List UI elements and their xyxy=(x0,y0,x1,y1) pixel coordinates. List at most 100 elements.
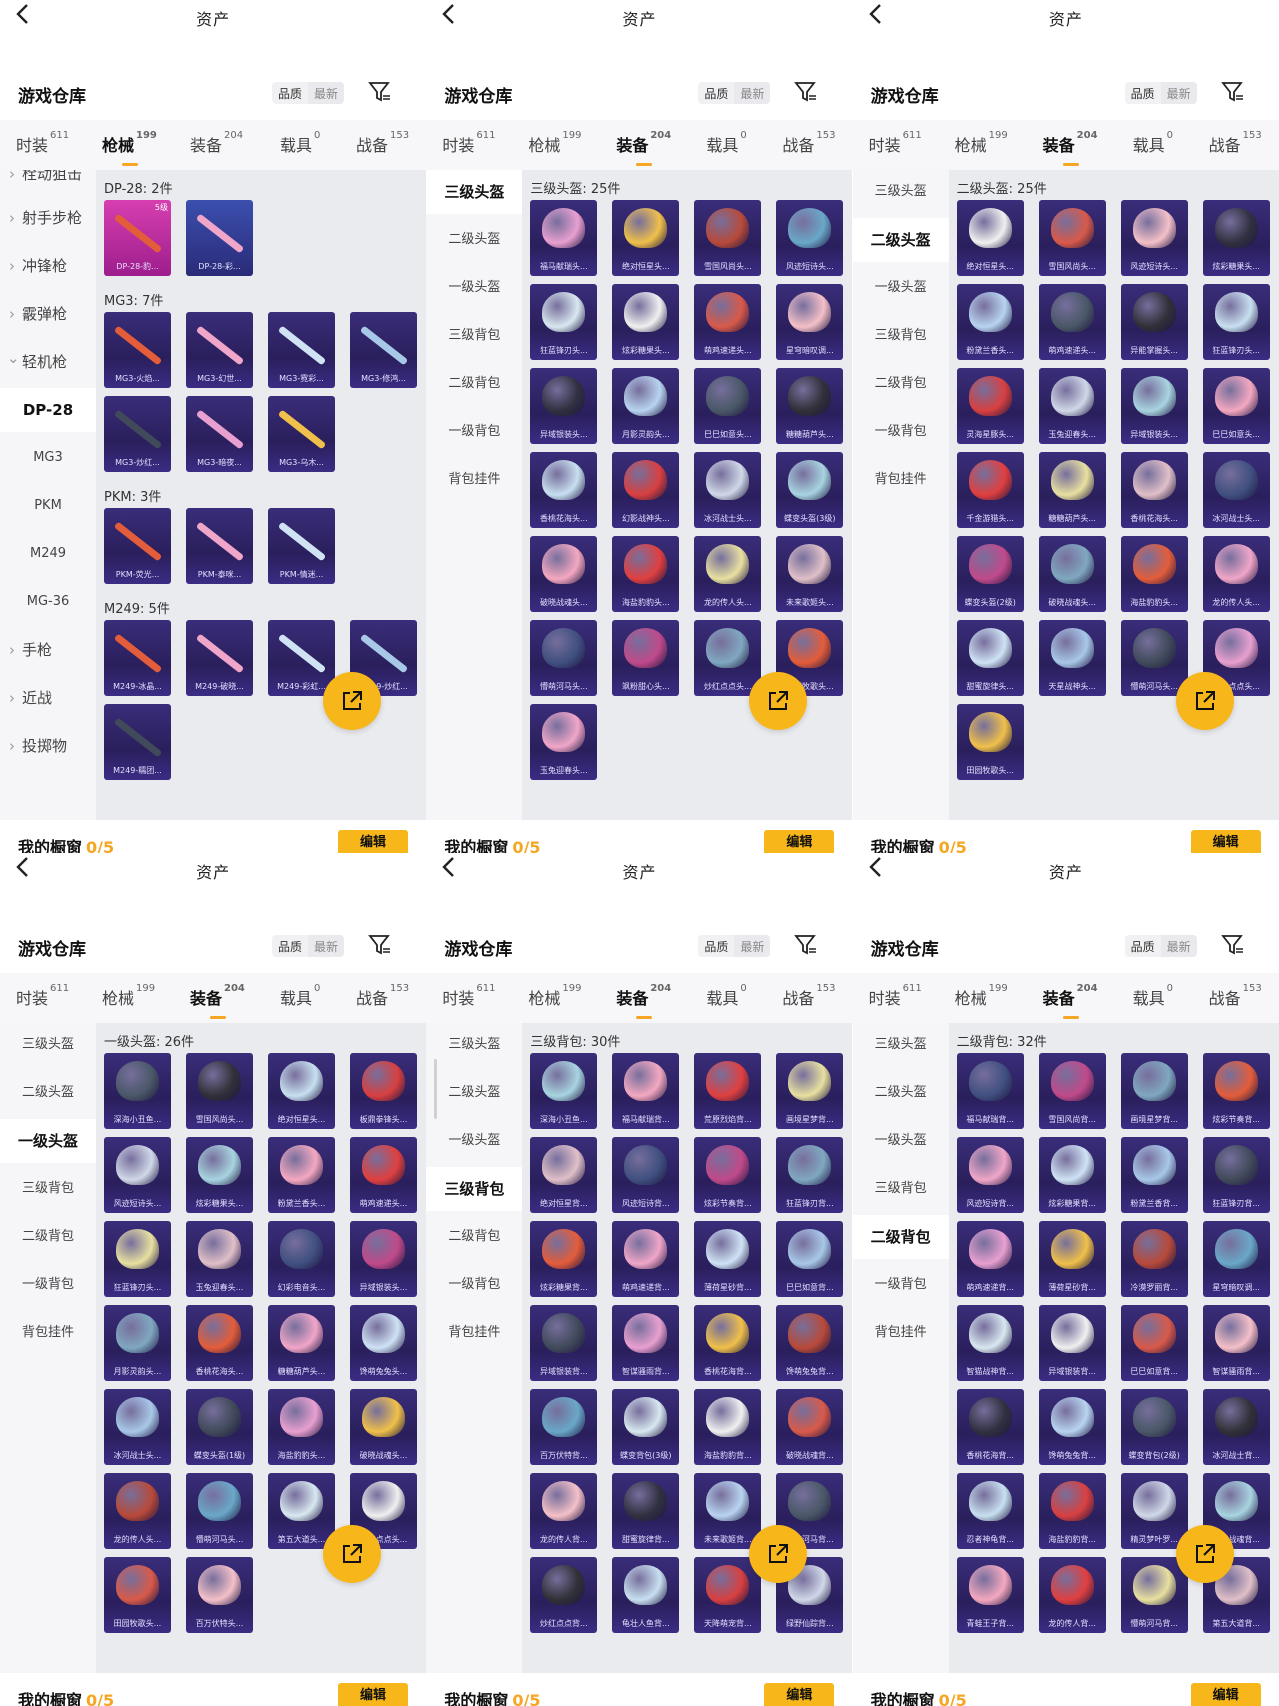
tab-1[interactable]: 枪械199 xyxy=(102,983,155,1009)
item-card[interactable]: 田园牧歌头... xyxy=(104,1557,171,1633)
item-card[interactable]: 破晓战魂头... xyxy=(530,536,598,612)
item-card[interactable]: 香桃花海头... xyxy=(186,1305,253,1381)
sidebar-item[interactable]: 二级头盔 xyxy=(21,1085,74,1100)
sidebar-item[interactable]: 二级背包 xyxy=(448,1229,501,1244)
sort-quality-button[interactable]: 品质 xyxy=(1130,940,1155,954)
item-card[interactable]: 龙的传人背... xyxy=(1038,1557,1106,1633)
tab-1[interactable]: 枪械199 xyxy=(528,983,581,1009)
item-card[interactable]: 萌鸡速递头... xyxy=(350,1137,417,1213)
item-card[interactable]: 懵萌河马背... xyxy=(776,1473,844,1549)
item-card[interactable]: 巳巳如意背... xyxy=(1120,1305,1188,1381)
sidebar-item[interactable]: M249 xyxy=(29,546,67,561)
item-card[interactable]: 香桃花海背... xyxy=(694,1305,762,1381)
back-arrow-icon[interactable] xyxy=(867,3,889,27)
item-card[interactable]: 薄荷星砂背... xyxy=(1038,1221,1106,1297)
item-card[interactable]: 香桃花海背... xyxy=(956,1389,1024,1465)
item-card[interactable]: 深海小丑鱼... xyxy=(530,1053,598,1129)
item-card[interactable]: MG3-乌木... xyxy=(268,396,335,472)
filter-icon[interactable] xyxy=(1220,80,1245,104)
tab-2[interactable]: 装备204 xyxy=(616,130,671,166)
item-card[interactable]: 海盐豹豹头... xyxy=(612,536,680,612)
item-card[interactable]: 玉兔迎春头... xyxy=(1038,368,1106,444)
filter-icon[interactable] xyxy=(794,933,818,957)
item-card[interactable]: 狂蓝锋刃背... xyxy=(1202,1137,1270,1213)
sidebar-item[interactable]: 二级背包 xyxy=(852,1215,949,1259)
sidebar-item[interactable]: 三级背包 xyxy=(874,328,927,343)
item-card[interactable]: 蝶变背包(3级) xyxy=(612,1389,680,1465)
item-card[interactable]: 幻彩电音头... xyxy=(268,1221,335,1297)
sidebar-item[interactable]: 投掷物 xyxy=(0,724,96,768)
item-card[interactable]: 蝶变头盔(1级) xyxy=(186,1389,253,1465)
item-card[interactable]: 巳巳如意背... xyxy=(776,1221,844,1297)
sidebar-item[interactable]: 一级背包 xyxy=(448,1277,501,1292)
sidebar-item[interactable]: 背包挂件 xyxy=(448,472,501,487)
sidebar-item[interactable]: 二级头盔 xyxy=(448,1085,501,1100)
item-card[interactable]: 天降萌宠背... xyxy=(694,1557,762,1633)
item-card[interactable]: 画境星梦背... xyxy=(776,1053,844,1129)
sidebar-item[interactable]: 一级背包 xyxy=(874,1277,927,1292)
item-card[interactable]: 懵萌河马头... xyxy=(1120,620,1188,696)
share-button[interactable] xyxy=(749,672,808,730)
tab-3[interactable]: 载具0 xyxy=(706,130,746,156)
sidebar-item[interactable]: 三级头盔 xyxy=(21,1037,74,1052)
item-card[interactable]: 绝对恒星头... xyxy=(956,200,1024,276)
item-card[interactable]: MG3-幻世... xyxy=(186,312,253,388)
filter-icon[interactable] xyxy=(368,80,392,104)
item-card[interactable]: 海盐豹豹头... xyxy=(268,1389,335,1465)
item-card[interactable]: 炫彩糖果头... xyxy=(186,1137,253,1213)
item-card[interactable]: MG3-霓彩... xyxy=(268,312,335,388)
tab-1[interactable]: 枪械199 xyxy=(102,130,157,166)
sort-newest-button[interactable]: 最新 xyxy=(1160,935,1197,957)
edit-button[interactable]: 编辑 xyxy=(1190,830,1261,853)
item-card[interactable]: 智猫战神背... xyxy=(956,1305,1024,1381)
edit-button[interactable]: 编辑 xyxy=(338,1683,408,1706)
sidebar-item[interactable]: 三级背包 xyxy=(426,1167,523,1211)
filter-icon[interactable] xyxy=(794,80,818,104)
item-card[interactable]: 福马献瑞背... xyxy=(612,1053,680,1129)
item-card[interactable]: 炫彩糖果背... xyxy=(1038,1137,1106,1213)
item-card[interactable]: 星穹暗叹调... xyxy=(1202,1221,1270,1297)
item-card[interactable]: MG3-火焰... xyxy=(104,312,171,388)
item-card[interactable]: 雪国风尚背... xyxy=(1038,1053,1106,1129)
item-card[interactable]: 冷漠罗丽背... xyxy=(1120,1221,1188,1297)
item-card[interactable]: 海盐豹豹背... xyxy=(694,1389,762,1465)
item-card[interactable]: 龙的传人头... xyxy=(104,1473,171,1549)
sidebar-item[interactable]: 手枪 xyxy=(0,628,96,672)
sidebar-item[interactable]: 一级背包 xyxy=(21,1277,74,1292)
tab-0[interactable]: 时装611 xyxy=(442,983,495,1009)
item-card[interactable]: 破晓战魂头... xyxy=(1038,536,1106,612)
tab-0[interactable]: 时装611 xyxy=(869,983,922,1009)
item-card[interactable]: 甜蜜旋律头... xyxy=(956,620,1024,696)
item-card[interactable]: 懵萌河马背... xyxy=(1120,1557,1188,1633)
item-card[interactable]: 狂蓝锋刃头... xyxy=(1202,284,1270,360)
item-card[interactable]: 福马献瑞头... xyxy=(530,200,598,276)
item-card[interactable]: 星穹暗叹调... xyxy=(776,284,844,360)
item-card[interactable]: 绝对恒星背... xyxy=(530,1137,598,1213)
sidebar-item[interactable]: 轻机枪 xyxy=(0,336,96,384)
sidebar-item[interactable]: 二级头盔 xyxy=(448,232,501,247)
sidebar-item[interactable]: 三级背包 xyxy=(448,328,501,343)
item-card[interactable]: 智谋骚雨背... xyxy=(1202,1305,1270,1381)
sidebar-item[interactable]: 一级背包 xyxy=(448,424,501,439)
item-card[interactable]: 飒粉甜心头... xyxy=(612,620,680,696)
tab-3[interactable]: 载具0 xyxy=(1133,130,1173,156)
item-card[interactable]: 荒原烈焰背... xyxy=(694,1053,762,1129)
item-card[interactable]: 智谋骚雨背... xyxy=(612,1305,680,1381)
item-card[interactable]: 青蛙王子背... xyxy=(956,1557,1024,1633)
tab-2[interactable]: 装备204 xyxy=(1043,983,1098,1019)
item-card[interactable]: 忍者神龟背... xyxy=(956,1473,1024,1549)
tab-1[interactable]: 枪械199 xyxy=(528,130,581,156)
item-card[interactable]: 炫彩糖果头... xyxy=(612,284,680,360)
tab-0[interactable]: 时装611 xyxy=(869,130,922,156)
item-card[interactable]: 狂蓝锋刃背... xyxy=(776,1137,844,1213)
back-arrow-icon[interactable] xyxy=(867,856,889,880)
item-card[interactable]: 海盐豹豹背... xyxy=(1038,1473,1106,1549)
item-card[interactable]: 萌鸡速递背... xyxy=(956,1221,1024,1297)
item-card[interactable]: PKM-情迷... xyxy=(268,508,335,584)
item-card[interactable]: 绝对恒星头... xyxy=(268,1053,335,1129)
item-card[interactable]: 异域银装头... xyxy=(1120,368,1188,444)
sidebar-item[interactable]: 三级头盔 xyxy=(874,184,927,199)
item-card[interactable]: 龙的传人头... xyxy=(694,536,762,612)
sidebar-item[interactable]: 背包挂件 xyxy=(21,1325,74,1340)
item-card[interactable]: 天星战神头... xyxy=(1038,620,1106,696)
